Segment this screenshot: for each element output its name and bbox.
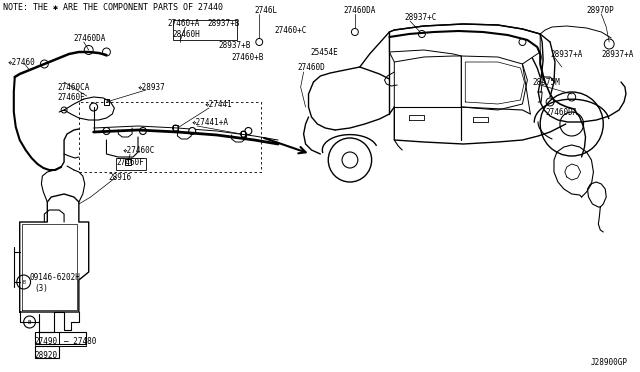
- Text: 28937+C: 28937+C: [404, 13, 436, 22]
- Text: 2746L: 2746L: [254, 6, 278, 15]
- Text: 28937+B: 28937+B: [207, 19, 239, 28]
- Text: ✧27441: ✧27441: [205, 99, 233, 109]
- Bar: [173, 20, 237, 40]
- Bar: [116, 158, 146, 170]
- Text: J28900GP: J28900GP: [591, 358, 628, 367]
- Text: B: B: [22, 279, 25, 285]
- Circle shape: [419, 31, 426, 38]
- Text: 28970P: 28970P: [586, 6, 614, 15]
- Text: 27460DA: 27460DA: [74, 33, 106, 42]
- Circle shape: [103, 128, 110, 135]
- Text: 27460+C: 27460+C: [274, 26, 307, 35]
- Circle shape: [140, 128, 147, 135]
- Text: 28937+B: 28937+B: [219, 41, 252, 49]
- Text: 27460D: 27460D: [298, 62, 326, 71]
- Bar: [125, 159, 131, 165]
- Text: 27460F: 27460F: [116, 157, 144, 167]
- Text: ✧28937: ✧28937: [138, 83, 166, 92]
- Text: 28920: 28920: [35, 352, 58, 360]
- Text: ✧27460C: ✧27460C: [124, 145, 156, 154]
- Text: 27460E: 27460E: [57, 93, 85, 102]
- Circle shape: [256, 38, 262, 45]
- Text: B: B: [28, 320, 31, 324]
- Text: 25454E: 25454E: [310, 48, 339, 57]
- Circle shape: [519, 38, 526, 45]
- Bar: [104, 99, 109, 105]
- Text: 28975M: 28975M: [532, 77, 560, 87]
- Text: 28937+A: 28937+A: [550, 49, 582, 58]
- Circle shape: [351, 29, 358, 35]
- Text: 27490: 27490: [35, 337, 58, 346]
- Text: (3): (3): [35, 283, 49, 292]
- Text: 28460H: 28460H: [173, 29, 200, 38]
- Text: NOTE: THE ✱ ARE THE COMPONENT PARTS OF 27440: NOTE: THE ✱ ARE THE COMPONENT PARTS OF 2…: [3, 3, 223, 12]
- Text: 28937+A: 28937+A: [602, 49, 634, 58]
- Text: 27460DA: 27460DA: [343, 6, 376, 15]
- Text: ✧27441+A: ✧27441+A: [192, 118, 229, 126]
- Text: 28916: 28916: [108, 173, 132, 182]
- Bar: [173, 125, 179, 131]
- Text: ✧27460: ✧27460: [8, 58, 36, 67]
- Bar: [241, 131, 246, 137]
- Text: 27460+A: 27460+A: [168, 19, 200, 28]
- Text: 27460DA: 27460DA: [545, 108, 577, 116]
- Text: 27460+B: 27460+B: [232, 52, 264, 61]
- Text: 27460CA: 27460CA: [57, 83, 90, 92]
- Bar: [35, 346, 59, 358]
- Text: — 27480: — 27480: [64, 337, 97, 346]
- Bar: [35, 332, 86, 344]
- Circle shape: [245, 128, 252, 135]
- Circle shape: [189, 128, 196, 135]
- Text: 09146-6202H: 09146-6202H: [29, 273, 81, 282]
